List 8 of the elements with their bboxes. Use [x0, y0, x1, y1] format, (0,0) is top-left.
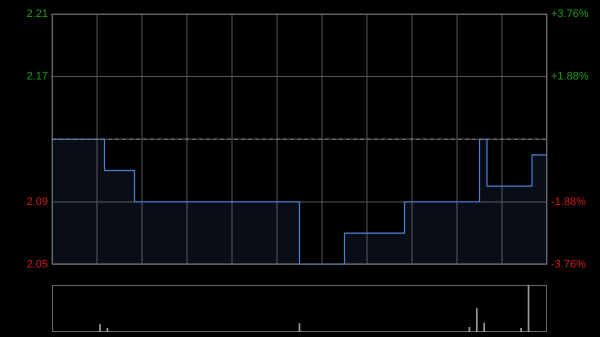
y-tick-label: 2.05	[26, 258, 48, 270]
y2-tick-label: -3.76%	[551, 258, 586, 270]
y-tick-label: 2.09	[26, 196, 48, 208]
y-tick-label: 2.21	[26, 8, 48, 20]
y2-tick-label: +3.76%	[551, 8, 589, 20]
y2-tick-label: +1.88%	[551, 70, 589, 83]
y-tick-label: 2.17	[26, 70, 48, 83]
y2-tick-label: -1.88%	[551, 196, 586, 208]
